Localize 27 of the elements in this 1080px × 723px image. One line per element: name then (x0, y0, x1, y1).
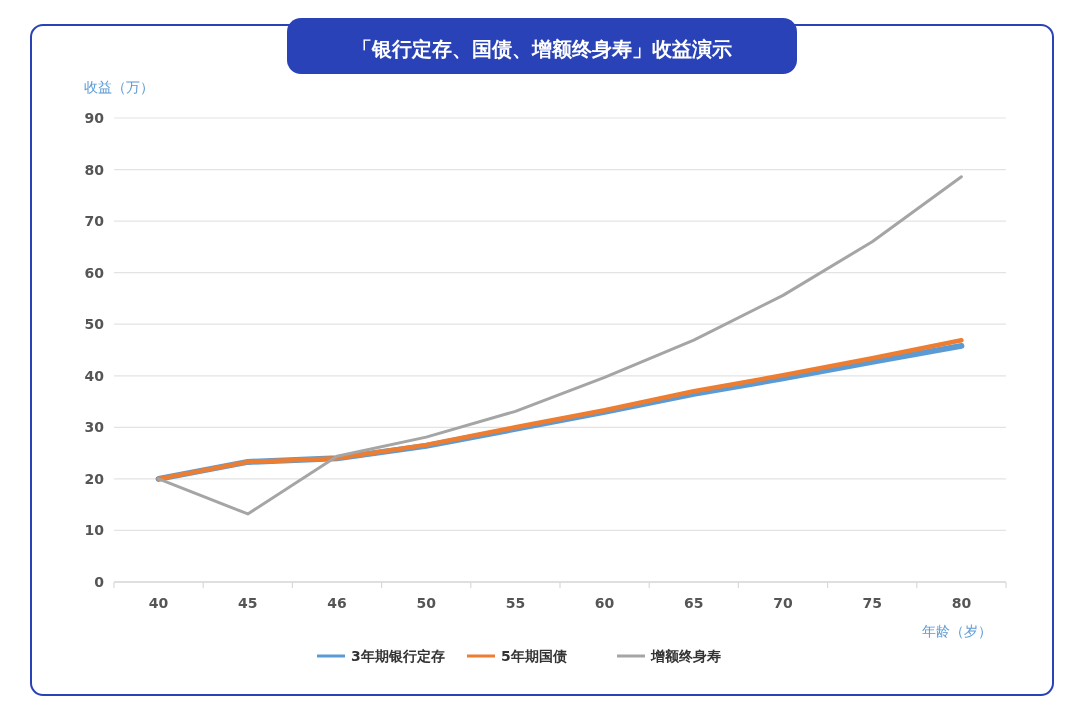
x-tick-label: 80 (951, 595, 972, 611)
y-tick-label: 70 (84, 213, 105, 230)
y-tick-label: 50 (84, 316, 105, 333)
y-tick-label: 10 (84, 522, 105, 539)
x-tick-label: 65 (684, 595, 704, 611)
y-tick-label: 0 (94, 574, 105, 590)
x-tick-label: 46 (327, 595, 347, 611)
x-tick-label: 50 (416, 595, 437, 611)
y-tick-label: 80 (84, 161, 105, 178)
legend-label: 3年期银行定存 (351, 648, 445, 664)
legend-label: 5年期国债 (501, 648, 567, 664)
y-tick-label: 60 (84, 264, 105, 281)
y-tick-label: 20 (84, 470, 105, 487)
x-tick-label: 70 (773, 595, 793, 611)
x-tick-label: 75 (862, 595, 882, 611)
legend-label: 增额终身寿 (650, 648, 721, 664)
line-series (157, 175, 963, 516)
x-tick-label: 55 (505, 595, 526, 611)
x-tick-label: 60 (594, 595, 615, 611)
y-axis-title: 收益（万） (84, 79, 154, 95)
y-tick-label: 90 (84, 110, 105, 126)
x-tick-label: 45 (238, 595, 258, 611)
chart-title: 「银行定存、国债、增额终身寿」收益演示 (352, 37, 732, 61)
x-axis-title: 年龄（岁） (922, 623, 992, 639)
x-tick-label: 40 (148, 595, 169, 611)
y-tick-label: 40 (84, 367, 105, 384)
y-tick-label: 30 (84, 419, 105, 436)
